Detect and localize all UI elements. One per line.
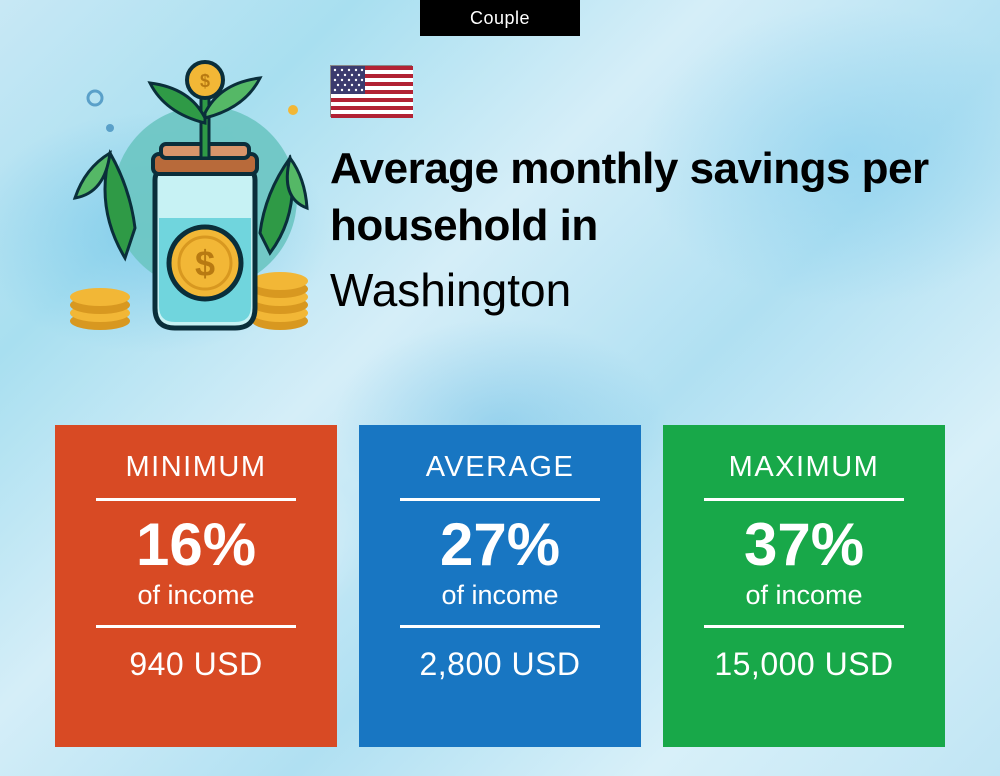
savings-jar-illustration: $ $ bbox=[55, 58, 310, 338]
divider bbox=[400, 498, 600, 501]
stat-percent: 16% bbox=[136, 513, 256, 576]
stat-amount: 15,000 USD bbox=[714, 646, 893, 683]
divider bbox=[96, 498, 296, 501]
stat-sub: of income bbox=[137, 580, 254, 611]
headline: Average monthly savings per household in… bbox=[330, 140, 970, 323]
stat-sub: of income bbox=[441, 580, 558, 611]
us-flag-icon bbox=[330, 65, 412, 117]
stat-card-maximum: MAXIMUM 37% of income 15,000 USD bbox=[663, 425, 945, 747]
stat-card-average: AVERAGE 27% of income 2,800 USD bbox=[359, 425, 641, 747]
headline-city: Washington bbox=[330, 258, 970, 322]
stat-percent: 37% bbox=[744, 513, 864, 576]
category-tab-label: Couple bbox=[470, 8, 530, 29]
divider bbox=[704, 498, 904, 501]
stat-percent: 27% bbox=[440, 513, 560, 576]
stat-label: AVERAGE bbox=[426, 451, 575, 484]
headline-title: Average monthly savings per household in bbox=[330, 140, 970, 254]
divider bbox=[96, 625, 296, 628]
svg-text:$: $ bbox=[195, 243, 215, 284]
stat-sub: of income bbox=[745, 580, 862, 611]
stat-cards-row: MINIMUM 16% of income 940 USD AVERAGE 27… bbox=[55, 425, 945, 747]
svg-text:$: $ bbox=[200, 71, 210, 91]
stat-amount: 2,800 USD bbox=[419, 646, 580, 683]
divider bbox=[400, 625, 600, 628]
savings-jar-icon: $ $ bbox=[55, 58, 310, 338]
divider bbox=[704, 625, 904, 628]
stat-label: MAXIMUM bbox=[729, 451, 880, 484]
stat-label: MINIMUM bbox=[126, 451, 267, 484]
stat-amount: 940 USD bbox=[129, 646, 262, 683]
category-tab: Couple bbox=[420, 0, 580, 36]
stat-card-minimum: MINIMUM 16% of income 940 USD bbox=[55, 425, 337, 747]
